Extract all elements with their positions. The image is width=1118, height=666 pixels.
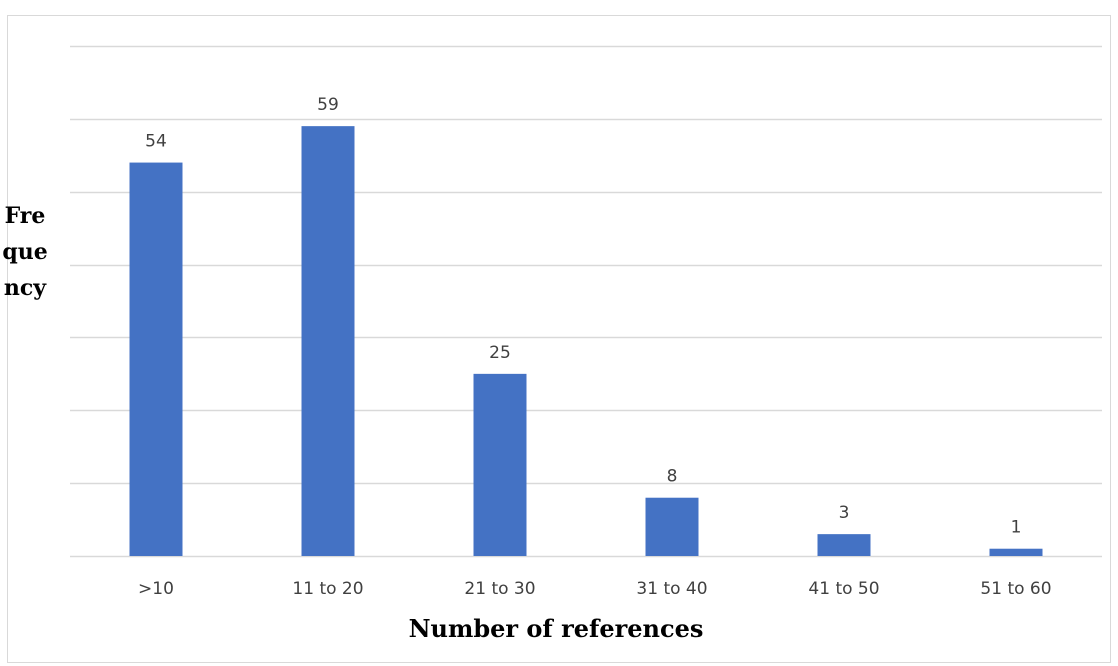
y-axis-label: Frequency — [2, 203, 48, 301]
x-tick-label: 31 to 40 — [636, 579, 707, 599]
bars — [129, 126, 1043, 557]
bar — [989, 548, 1043, 556]
x-tick-label: 11 to 20 — [292, 579, 363, 599]
x-tick-label: >10 — [138, 579, 174, 599]
data-label: 3 — [839, 503, 850, 523]
gridlines — [70, 45, 1102, 558]
data-label: 25 — [489, 343, 511, 363]
data-label: 59 — [317, 95, 339, 115]
data-labels: 54 59 25 8 3 1 — [145, 95, 1021, 538]
x-tick-label: 51 to 60 — [980, 579, 1051, 599]
bar — [129, 162, 183, 557]
x-tick-labels: >10 11 to 20 21 to 30 31 to 40 41 to 50 51 to… — [138, 579, 1052, 599]
bar — [473, 373, 527, 556]
chart-frame — [7, 15, 1111, 663]
bar — [301, 126, 355, 557]
data-label: 8 — [667, 467, 678, 487]
x-tick-label: 41 to 50 — [808, 579, 879, 599]
x-tick-label: 21 to 30 — [464, 579, 535, 599]
data-label: 54 — [145, 132, 167, 152]
bar — [645, 497, 699, 556]
data-label: 1 — [1011, 518, 1022, 538]
x-axis-label: Number of references — [408, 614, 704, 643]
bar — [817, 534, 871, 556]
